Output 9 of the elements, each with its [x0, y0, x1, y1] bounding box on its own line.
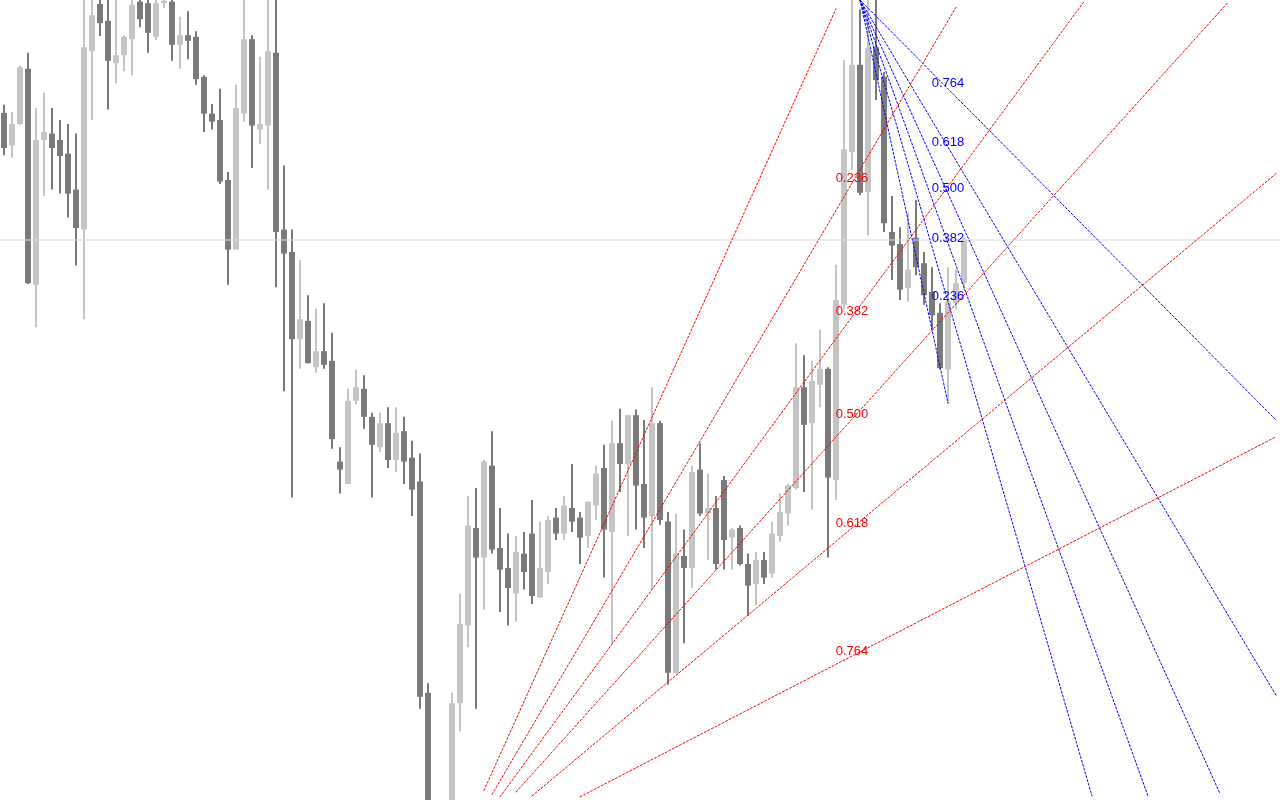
series-label: 0.236 — [931, 288, 965, 304]
series-label: 0.764 — [835, 642, 869, 658]
series-label: 0.618 — [835, 514, 869, 530]
series-label: 0.500 — [835, 405, 869, 421]
series-label: 0.764 — [931, 75, 965, 91]
series-label: 0.382 — [931, 229, 965, 245]
series-label: 0.500 — [931, 180, 965, 196]
series-label: 0.618 — [931, 133, 965, 149]
series-label: 0.382 — [835, 303, 869, 319]
